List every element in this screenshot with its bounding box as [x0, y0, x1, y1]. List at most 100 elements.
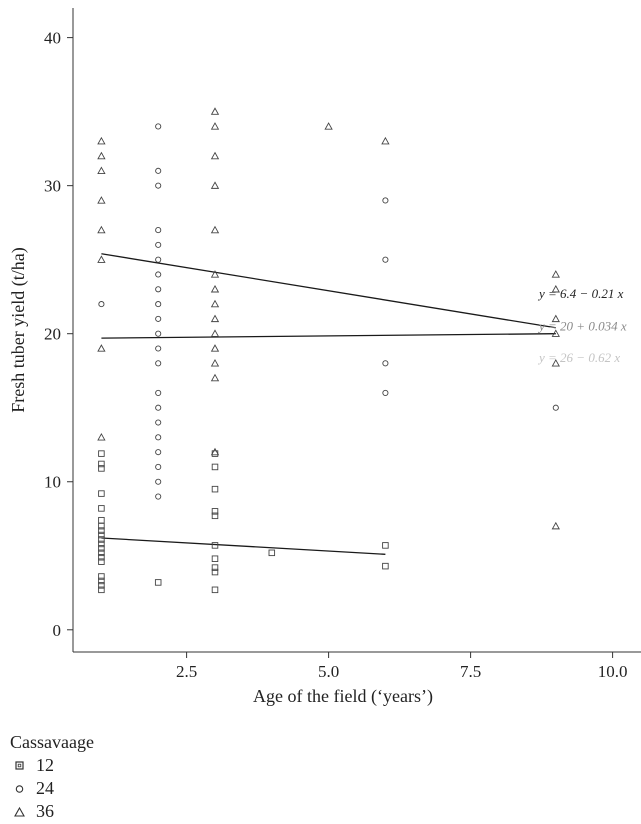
point-triangle [210, 107, 220, 115]
point-triangle [210, 358, 220, 367]
scatter-chart: 0 10 20 30 40 2.5 5.0 7.5 10.0 Age of the field (… [8, 8, 641, 707]
point-circle [155, 463, 162, 470]
point-square [98, 545, 105, 552]
point-square [98, 586, 105, 594]
point-square [98, 527, 105, 534]
point-circle [155, 478, 162, 485]
legend: Cassavaage 12 24 36 [10, 730, 94, 823]
legend-label-24: 24 [36, 778, 54, 798]
square-marker-icon [15, 760, 24, 770]
point-triangle [97, 196, 106, 204]
point-circle [552, 404, 559, 411]
point-triangle [97, 255, 106, 263]
point-triangle [210, 314, 220, 323]
point-circle [155, 286, 162, 293]
point-circle [155, 389, 162, 396]
point-square [98, 505, 105, 512]
point-triangle [97, 166, 106, 175]
trend-line-12 [101, 537, 386, 555]
point-circle [155, 404, 162, 411]
x-tick-label: 10.0 [598, 662, 628, 681]
point-triangle [210, 151, 220, 160]
point-circle [155, 301, 162, 308]
point-circle [155, 493, 162, 500]
point-triangle [210, 225, 220, 234]
point-square [98, 549, 105, 557]
point-square [98, 582, 105, 589]
point-square [98, 450, 105, 457]
point-square [98, 577, 105, 585]
point-square [98, 465, 105, 472]
point-square [98, 460, 105, 468]
point-circle [155, 227, 162, 234]
equation-annotation: y = 20 + 0.034 x [537, 319, 627, 334]
point-triangle [210, 270, 220, 278]
legend-item-12: 12 [10, 754, 94, 777]
point-circle [382, 197, 389, 204]
point-circle [382, 360, 389, 367]
y-axis-title: Fresh tuber yield (t/ha) [8, 247, 29, 412]
point-square [211, 508, 219, 515]
legend-item-36: 36 [10, 800, 94, 823]
point-circle [155, 167, 162, 174]
point-circle [155, 271, 162, 278]
point-square [211, 485, 219, 493]
point-triangle [381, 136, 390, 145]
point-triangle [210, 181, 220, 189]
point-circle [155, 434, 162, 441]
y-tick-label: 40 [44, 29, 61, 48]
trend-line-24 [101, 333, 556, 339]
point-circle [98, 301, 105, 308]
y-tick-label: 20 [44, 325, 61, 344]
point-circle [155, 315, 162, 322]
data-points [97, 107, 560, 594]
point-square [211, 586, 219, 594]
point-square [382, 562, 389, 570]
equation-annotation: y = 26 − 0.62 x [537, 350, 620, 365]
point-triangle [324, 122, 333, 130]
legend-label-12: 12 [36, 755, 54, 775]
point-square [211, 512, 219, 520]
point-square [154, 579, 162, 586]
point-square [268, 549, 276, 557]
point-triangle [210, 329, 220, 337]
trend-line-36 [101, 253, 556, 329]
legend-item-24: 24 [10, 777, 94, 800]
point-square [382, 542, 389, 549]
point-triangle [97, 344, 106, 352]
point-circle [155, 419, 162, 426]
point-square [98, 516, 105, 524]
legend-label-36: 36 [36, 801, 54, 821]
point-triangle [551, 270, 560, 278]
point-square [98, 531, 105, 539]
point-square [98, 554, 105, 561]
point-circle [155, 182, 162, 189]
y-tick-label: 30 [44, 177, 61, 196]
x-tick-label: 7.5 [460, 662, 481, 681]
point-square [98, 540, 105, 548]
y-tick-label: 10 [44, 473, 61, 492]
point-triangle [210, 373, 220, 382]
point-triangle [551, 314, 560, 323]
point-square [98, 536, 105, 543]
equation-annotation: y = 6.4 − 0.21 x [537, 286, 624, 301]
point-square [211, 555, 219, 562]
point-triangle [97, 151, 106, 160]
point-triangle [210, 122, 220, 130]
y-tick-label: 0 [53, 621, 62, 640]
point-circle [155, 256, 162, 263]
point-circle [155, 123, 162, 130]
point-square [98, 573, 105, 580]
x-tick-label: 5.0 [318, 662, 339, 681]
circle-marker-icon [15, 784, 24, 793]
point-triangle [97, 433, 106, 441]
point-circle [382, 389, 389, 396]
point-circle [155, 241, 162, 248]
point-triangle [210, 447, 220, 456]
point-square [211, 463, 219, 471]
point-circle [155, 330, 162, 337]
trend-lines [101, 253, 556, 555]
point-triangle [210, 344, 220, 352]
point-circle [155, 360, 162, 367]
point-triangle [210, 299, 220, 308]
